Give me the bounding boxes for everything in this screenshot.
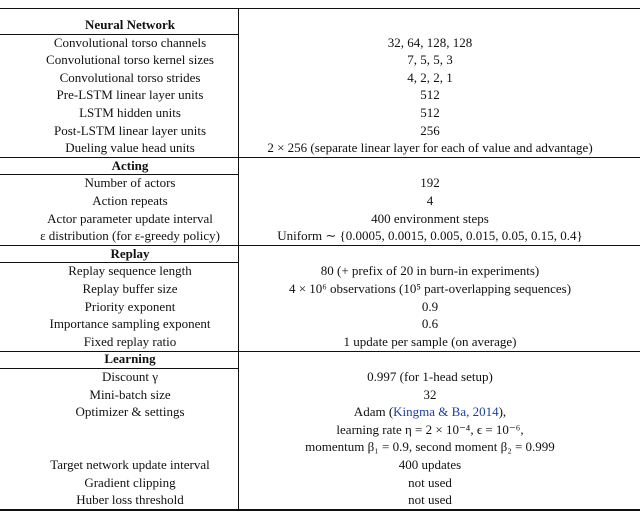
rule bbox=[0, 157, 640, 158]
param-name: ε distribution (for ε-greedy policy) bbox=[40, 228, 220, 244]
param-value: 400 updates bbox=[398, 457, 462, 472]
param-value: learning rate η = 2 × 10⁻⁴, ϵ = 10⁻⁶, bbox=[336, 422, 523, 438]
param-value: 7, 5, 5, 3 bbox=[407, 52, 453, 68]
param-name: Number of actors bbox=[84, 175, 176, 191]
param-value: 512 bbox=[420, 105, 440, 120]
citation-link[interactable]: Kingma & Ba, 2014 bbox=[393, 404, 499, 420]
param-value: 32 bbox=[423, 386, 437, 402]
rule bbox=[0, 367, 238, 369]
param-name: Replay buffer size bbox=[82, 281, 178, 296]
param-name: Dueling value head units bbox=[65, 140, 195, 156]
param-value: 256 bbox=[420, 122, 440, 138]
param-value: 0.6 bbox=[421, 316, 439, 332]
param-name: Convolutional torso channels bbox=[53, 34, 207, 50]
param-value: 400 environment steps bbox=[371, 210, 489, 226]
rule bbox=[0, 262, 238, 264]
param-name: Target network update interval bbox=[50, 457, 210, 472]
value-text: ), bbox=[498, 404, 507, 420]
param-name: LSTM hidden units bbox=[79, 105, 181, 120]
param-name: Convolutional torso kernel sizes bbox=[46, 52, 214, 68]
param-name: Importance sampling exponent bbox=[49, 316, 211, 332]
param-name: Priority exponent bbox=[84, 298, 176, 314]
value-text: learning rate η = 2 × 10⁻⁴, ϵ = 10⁻⁶, bbox=[336, 421, 524, 437]
param-value: 4, 2, 2, 1 bbox=[407, 69, 453, 85]
section-title: Learning bbox=[104, 351, 156, 367]
rule bbox=[0, 245, 640, 246]
param-name: Mini-batch size bbox=[89, 386, 171, 402]
param-value: 4 × 10⁶ observations (10⁵ part-overlappi… bbox=[288, 281, 572, 296]
param-value: 192 bbox=[420, 175, 440, 191]
param-value: 0.9 bbox=[421, 298, 439, 314]
section-title: Neural Network bbox=[85, 17, 175, 32]
param-name: Gradient clipping bbox=[84, 474, 176, 490]
param-value: momentum β₁ = 0.9, second moment β₂ = 0.… bbox=[305, 439, 555, 455]
section-title: Replay bbox=[110, 245, 150, 261]
rule bbox=[0, 350, 640, 352]
param-value: 2 × 256 (separate linear layer for each … bbox=[267, 140, 593, 156]
param-name: Discount γ bbox=[102, 369, 158, 384]
param-name: Replay sequence length bbox=[68, 263, 192, 279]
param-name: Convolutional torso strides bbox=[59, 69, 201, 85]
param-value: 0.997 (for 1-head setup) bbox=[367, 369, 493, 384]
rule bbox=[238, 8, 239, 509]
param-value: Adam (Kingma & Ba, 2014), bbox=[354, 404, 506, 420]
param-value: 512 bbox=[420, 87, 440, 103]
param-name: Actor parameter update interval bbox=[47, 210, 213, 226]
param-value: Uniform ∼ {0.0005, 0.0015, 0.005, 0.015,… bbox=[277, 228, 583, 244]
param-name: Action repeats bbox=[92, 193, 168, 208]
param-name: Optimizer & settings bbox=[75, 404, 185, 420]
param-value: 32, 64, 128, 128 bbox=[387, 34, 473, 50]
rule bbox=[0, 33, 238, 35]
rule bbox=[0, 174, 238, 176]
param-name: Fixed replay ratio bbox=[83, 333, 177, 349]
param-value: 80 (+ prefix of 20 in burn-in experiment… bbox=[320, 263, 540, 279]
section-title: Acting bbox=[111, 157, 149, 173]
param-name: Pre-LSTM linear layer units bbox=[56, 87, 204, 103]
value-text: momentum β₁ = 0.9, second moment β₂ = 0.… bbox=[305, 439, 555, 455]
param-name: Post-LSTM linear layer units bbox=[53, 122, 207, 138]
rule bbox=[0, 7, 640, 9]
param-value: 1 update per sample (on average) bbox=[343, 333, 517, 349]
rule bbox=[0, 509, 640, 511]
value-text: Adam ( bbox=[353, 404, 394, 420]
param-value: not used bbox=[408, 474, 452, 490]
param-name: Huber loss threshold bbox=[76, 492, 184, 508]
param-value: 4 bbox=[426, 193, 434, 208]
param-value: not used bbox=[408, 492, 452, 508]
